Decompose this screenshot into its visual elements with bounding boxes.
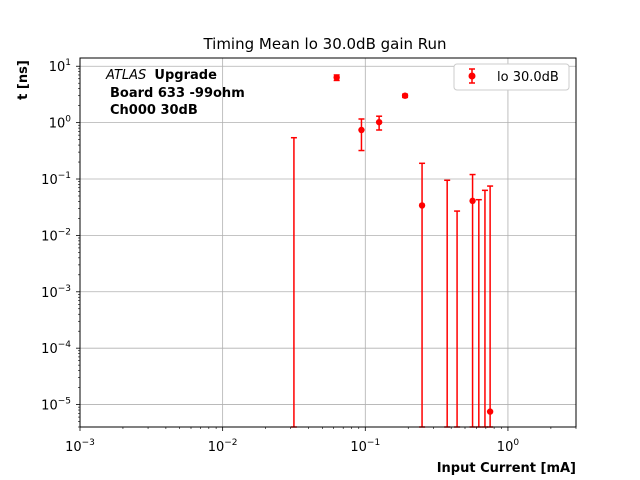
annotation-upgrade: Upgrade [154,68,217,83]
x-tick-label: 100 [497,438,520,455]
annotation-line-2: Board 633 -99ohm [110,86,245,101]
series-lo-30dB [290,74,494,428]
y-tick-label: 10−1 [41,171,71,188]
legend-label: lo 30.0dB [497,70,559,85]
annotation-atlas: ATLAS [105,68,146,83]
y-axis-label: t [ns] [16,60,31,100]
y-tick-label: 101 [49,58,71,75]
y-tick-label: 10−3 [41,284,71,301]
y-tick-label: 10−4 [41,340,71,357]
data-point [486,408,494,415]
x-axis-label: Input Current [mA] [437,461,576,476]
x-tick-label: 10−1 [350,438,380,455]
legend-box [453,63,570,91]
annotation-line-3: Ch000 30dB [110,103,198,118]
data-point [358,126,365,134]
annotation-line-1: ATLAS Upgrade [105,68,217,83]
legend: lo 30.0dB [453,63,570,91]
y-tick-label: 10−2 [41,227,71,244]
data-point [418,202,426,209]
data-point [469,197,476,205]
chart-title: Timing Mean lo 30.0dB gain Run [202,35,446,53]
x-tick-label: 10−2 [208,438,238,455]
x-tick-label: 10−3 [65,438,95,455]
annotation: ATLAS Upgrade Board 633 -99ohm Ch000 30d… [105,68,245,118]
data-point [375,118,383,126]
plot-frame [79,57,577,428]
y-tick-label: 100 [49,115,72,132]
data-point [333,74,340,81]
legend-marker [468,72,476,80]
data-point [401,92,409,99]
y-tick-label: 10−5 [41,397,71,414]
